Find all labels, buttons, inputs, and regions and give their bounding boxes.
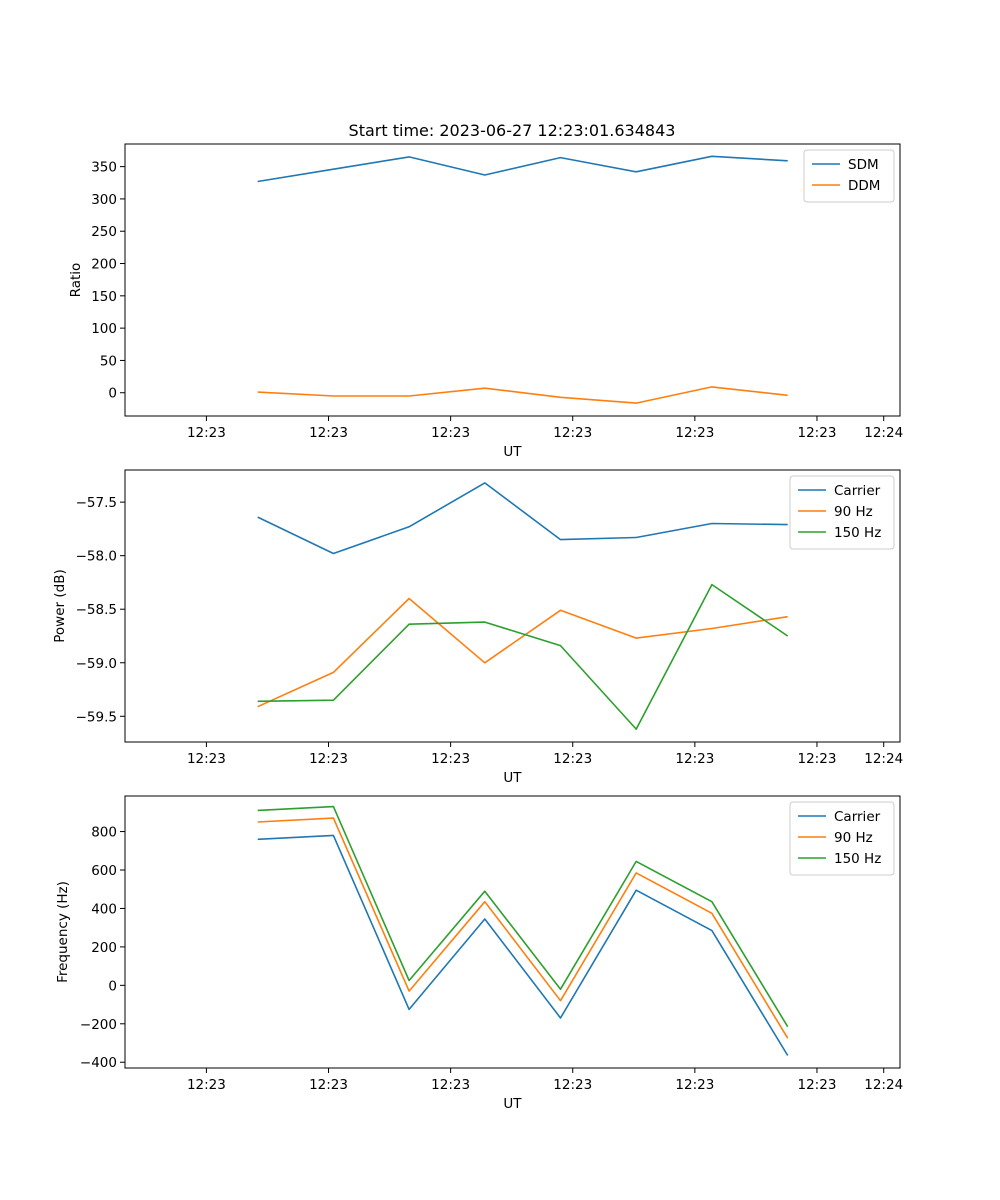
axes-frame bbox=[124, 469, 901, 743]
chart-title: Start time: 2023-06-27 12:23:01.634843 bbox=[349, 121, 676, 140]
y-tick-label: −58.0 bbox=[76, 549, 117, 565]
legend: Carrier 90 Hz 150 Hz bbox=[789, 801, 895, 876]
legend-entry: SDM bbox=[848, 157, 879, 173]
series-line-carrier bbox=[257, 482, 788, 555]
x-tick-label: 12:23 bbox=[309, 751, 348, 767]
panel-3: −400 −200 0 200 400 600 800 12:23 12:23 12:23 12:2… bbox=[55, 795, 903, 1112]
y-tick-label: 250 bbox=[91, 224, 117, 240]
y-tick-label: 200 bbox=[91, 257, 117, 273]
x-tick-label: 12:23 bbox=[675, 425, 714, 441]
legend-box bbox=[789, 475, 895, 550]
y-tick-label: 350 bbox=[91, 160, 117, 176]
x-tick-label: 12:23 bbox=[675, 1077, 714, 1093]
y-tick-label: −200 bbox=[80, 1017, 117, 1033]
legend-entry: Carrier bbox=[834, 809, 881, 825]
y-tick-label: 600 bbox=[91, 863, 117, 879]
x-tick-label: 12:23 bbox=[309, 425, 348, 441]
y-tick-label: 50 bbox=[100, 353, 117, 369]
x-tick-label: 12:24 bbox=[864, 1077, 903, 1093]
x-tick-label: 12:23 bbox=[553, 751, 592, 767]
x-tick-label: 12:23 bbox=[187, 751, 226, 767]
x-tick-label: 12:23 bbox=[553, 1077, 592, 1093]
y-tick-label: 150 bbox=[91, 289, 117, 305]
panel-2: −59.5 −59.0 −58.5 −58.0 −57.5 12:23 12:23 12:23… bbox=[52, 469, 903, 786]
x-tick-label: 12:23 bbox=[675, 751, 714, 767]
y-axis-label: Power (dB) bbox=[52, 569, 68, 642]
x-tick-label: 12:23 bbox=[431, 1077, 470, 1093]
legend-box bbox=[803, 149, 895, 203]
x-tick-label: 12:23 bbox=[309, 1077, 348, 1093]
y-tick-label: −59.0 bbox=[76, 656, 117, 672]
axes-frame bbox=[124, 795, 901, 1069]
x-axis-label: UT bbox=[503, 444, 522, 460]
y-tick-label: 0 bbox=[108, 386, 117, 402]
legend-entry: 90 Hz bbox=[834, 504, 873, 520]
x-tick-label: 12:23 bbox=[187, 425, 226, 441]
y-tick-label: 200 bbox=[91, 940, 117, 956]
y-tick-label: 0 bbox=[108, 978, 117, 994]
series-line-90-hz bbox=[257, 817, 789, 1039]
x-tick-label: 12:23 bbox=[798, 751, 837, 767]
legend-entry: 150 Hz bbox=[834, 525, 881, 541]
series-line-150-hz bbox=[257, 583, 789, 730]
y-tick-label: −57.5 bbox=[76, 495, 117, 511]
y-tick-label: −58.5 bbox=[76, 602, 117, 618]
x-tick-label: 12:23 bbox=[798, 1077, 837, 1093]
y-tick-label: 800 bbox=[91, 825, 117, 841]
y-tick-label: −400 bbox=[80, 1055, 117, 1071]
x-axis-label: UT bbox=[503, 770, 522, 786]
series-line-150-hz bbox=[257, 805, 789, 1028]
series-line-90-hz bbox=[257, 597, 788, 708]
series-line-ddm bbox=[257, 386, 788, 404]
y-tick-label: 300 bbox=[91, 192, 117, 208]
legend-entry: 90 Hz bbox=[834, 830, 873, 846]
legend-entry: DDM bbox=[848, 178, 880, 194]
series-line-sdm bbox=[257, 155, 788, 183]
legend: SDM DDM bbox=[803, 149, 895, 203]
x-tick-label: 12:23 bbox=[798, 425, 837, 441]
panel-1: 0 50 100 150 200 250 300 350 12:23 12:23 12:23 12:2… bbox=[68, 143, 903, 460]
y-axis-label: Frequency (Hz) bbox=[55, 881, 71, 983]
y-tick-label: 400 bbox=[91, 901, 117, 917]
legend: Carrier 90 Hz 150 Hz bbox=[789, 475, 895, 550]
x-tick-label: 12:24 bbox=[864, 751, 903, 767]
x-axis-label: UT bbox=[503, 1096, 522, 1112]
legend-entry: 150 Hz bbox=[834, 851, 881, 867]
x-tick-label: 12:23 bbox=[187, 1077, 226, 1093]
x-tick-label: 12:23 bbox=[431, 425, 470, 441]
legend-box bbox=[789, 801, 895, 876]
x-tick-label: 12:23 bbox=[553, 425, 592, 441]
axes-frame bbox=[124, 143, 901, 417]
x-tick-label: 12:23 bbox=[431, 751, 470, 767]
y-tick-label: 100 bbox=[91, 321, 117, 337]
y-axis-label: Ratio bbox=[68, 263, 84, 298]
x-tick-label: 12:24 bbox=[864, 425, 903, 441]
legend-entry: Carrier bbox=[834, 483, 881, 499]
y-tick-label: −59.5 bbox=[76, 709, 117, 725]
series-line-carrier bbox=[257, 834, 789, 1056]
